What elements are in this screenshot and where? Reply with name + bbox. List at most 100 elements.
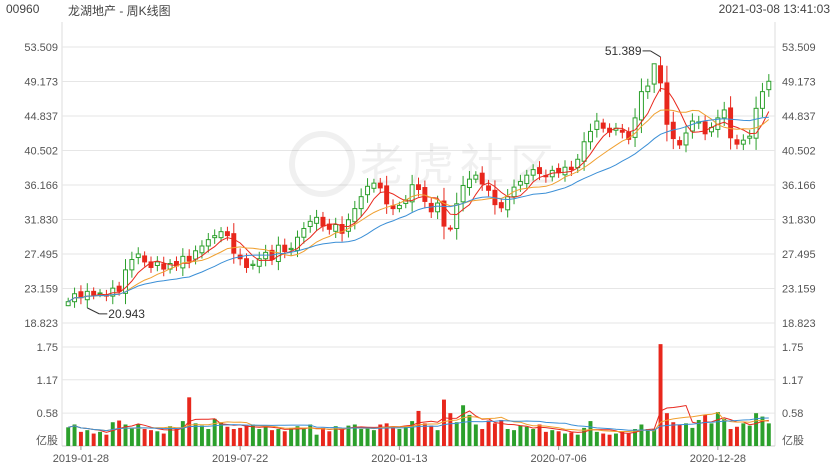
volume-bar (91, 433, 96, 446)
volume-bar (289, 427, 294, 446)
volume-bar (66, 427, 71, 446)
volume-bar (403, 425, 408, 446)
volume-bar (429, 425, 434, 446)
x-tick-label: 2020-12-28 (690, 453, 746, 465)
volume-bar (741, 423, 746, 446)
volume-bar (543, 431, 548, 446)
volume-tick-label: 1.17 (37, 375, 58, 387)
candle (91, 290, 97, 296)
volume-bar (594, 431, 599, 446)
volume-bar (320, 427, 325, 446)
volume-bar (180, 421, 185, 446)
volume-bar (149, 430, 153, 446)
volume-bar (531, 429, 536, 446)
candle (677, 140, 683, 146)
candle (638, 91, 644, 121)
candle (377, 182, 383, 189)
candle (161, 263, 167, 270)
volume-bar (340, 429, 345, 446)
volume-bar (658, 344, 663, 446)
volume-bar (270, 430, 274, 446)
candle (250, 263, 256, 266)
y-tick-label: 49.173 (24, 77, 58, 89)
volume-bar (671, 422, 676, 446)
volume-bar (684, 423, 688, 446)
volume-bar (193, 423, 198, 446)
y-tick-label-right: 23.159 (782, 283, 816, 295)
candle (193, 250, 199, 260)
candle (333, 224, 339, 232)
volume-bar (537, 424, 542, 446)
volume-bar (231, 429, 236, 446)
candle (186, 255, 192, 262)
y-tick-label-right: 31.830 (782, 215, 816, 227)
candle (199, 245, 205, 254)
volume-bar (123, 424, 128, 446)
volume-bar (72, 424, 77, 446)
candle (282, 244, 288, 253)
candle (466, 178, 472, 189)
volume-bar (416, 410, 421, 446)
volume-bar (645, 429, 650, 446)
volume-bar (620, 431, 625, 446)
volume-bar (263, 427, 268, 446)
candle (148, 261, 154, 268)
volume-bar (155, 431, 160, 446)
volume-bar (104, 434, 109, 446)
volume-bar (161, 433, 166, 446)
volume-unit-label: 亿股 (36, 434, 58, 447)
volume-tick-label-right: 0.58 (782, 408, 803, 420)
candle (142, 255, 148, 263)
candle (747, 135, 753, 139)
candle (645, 85, 651, 93)
candle (658, 65, 664, 84)
volume-bar (703, 414, 708, 446)
volume-bar (333, 426, 338, 446)
candle (384, 185, 390, 205)
x-tick-label: 2020-01-13 (371, 453, 427, 465)
candle (766, 80, 772, 91)
volume-bar (225, 426, 230, 446)
ma-short-line (67, 87, 770, 303)
volume-bar (512, 430, 517, 446)
candle (180, 255, 186, 269)
volume-bar (575, 434, 580, 446)
candle (205, 239, 211, 247)
volume-bar (715, 412, 720, 446)
candle (396, 204, 402, 210)
candle (212, 235, 218, 239)
ma-long-line (67, 116, 769, 303)
candle (365, 185, 371, 196)
y-tick-label: 40.502 (24, 145, 58, 157)
candle (728, 107, 734, 139)
volume-bar (314, 434, 319, 446)
volume-bar (442, 399, 446, 446)
candle (619, 129, 625, 133)
candle (734, 139, 740, 145)
volume-bar (601, 433, 606, 446)
volume-bar (734, 426, 739, 446)
volume-bar (626, 433, 631, 446)
candle (454, 203, 460, 229)
volume-bar (276, 429, 281, 446)
volume-bar (244, 425, 249, 446)
volume-bar (664, 413, 669, 446)
y-tick-label-right: 18.823 (782, 318, 816, 330)
candle (530, 169, 536, 176)
volume-unit-label-right: 亿股 (782, 434, 804, 447)
y-tick-label-right: 49.173 (782, 77, 816, 89)
candle (84, 290, 90, 301)
candle (473, 174, 479, 180)
candle (358, 196, 364, 210)
timestamp: 2021-03-08 13:41:03 (718, 2, 830, 16)
volume-tick-label: 0.58 (37, 408, 58, 420)
volume-bar (435, 430, 440, 446)
candle (479, 172, 485, 185)
candle (65, 301, 71, 307)
volume-bar (754, 413, 759, 446)
volume-bar (760, 416, 765, 446)
watermark-logo-icon (289, 131, 355, 197)
candle (409, 184, 415, 203)
candle (587, 130, 593, 143)
